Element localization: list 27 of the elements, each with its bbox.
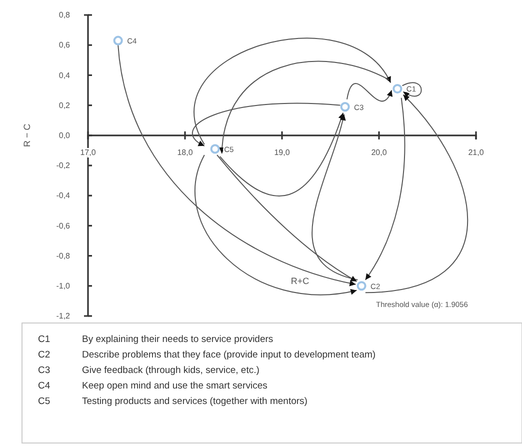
x-tick-label: 19,0 — [274, 148, 290, 158]
y-tick-label: 0,4 — [58, 70, 71, 80]
point — [210, 144, 220, 154]
x-tick-label: 18,0 — [177, 148, 194, 158]
y-axis-title: R − C — [22, 123, 32, 148]
point — [113, 36, 123, 46]
y-tick-label: 0,0 — [58, 130, 71, 140]
y-tick-label: -0,4 — [56, 191, 71, 200]
y-tick-label: 0,2 — [58, 100, 71, 110]
y-tick-label: -1,0 — [56, 281, 71, 290]
y-tick-label: -0,2 — [56, 161, 71, 170]
y-tick-label: 0,8 — [58, 10, 71, 20]
y-tick-label: -0,8 — [56, 251, 71, 260]
point — [392, 84, 402, 94]
text: C2 Describe problems that they face (provide input to development team) — [38, 350, 376, 360]
y-tick-label: 0,6 — [58, 40, 71, 50]
text: C3 Give feedback (through kids, service, etc.) — [38, 365, 260, 376]
y-tick-label: -1,2 — [56, 312, 71, 321]
x-tick-label: 21,0 — [468, 148, 484, 158]
x-axis-title: R+C — [290, 276, 310, 286]
text: C4 Keep open mind and use the smart services — [38, 380, 268, 392]
text: C5 Testing products and services (together with mentors) — [38, 396, 308, 407]
x-tick-label: 20,0 — [371, 148, 388, 158]
point — [340, 102, 350, 112]
point — [356, 281, 366, 291]
text: C1 By explaining their needs to service providers — [38, 334, 274, 345]
y-tick-label: -0,6 — [56, 221, 71, 230]
